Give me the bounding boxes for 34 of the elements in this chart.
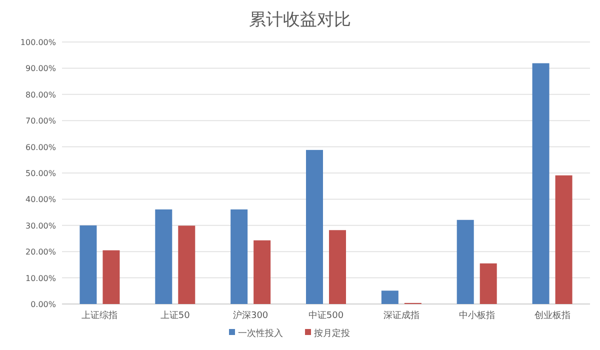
bar [555,175,572,304]
bar [155,209,172,304]
y-tick-label: 10.00% [25,274,56,283]
y-tick-label: 40.00% [25,195,56,204]
x-tick-label: 创业板指 [534,310,570,321]
bar [102,250,120,304]
x-tick-label: 中证500 [308,310,344,321]
bar [230,209,248,304]
y-tick-label: 80.00% [25,90,56,100]
legend-label: 按月定投 [314,328,350,339]
y-tick-label: 100.00% [20,38,56,47]
x-tick-label: 深证成指 [383,310,420,321]
legend-label: 一次性投入 [238,328,283,339]
y-tick-label: 0.00% [30,300,56,309]
bar [456,220,474,304]
x-tick-label: 沪深300 [232,310,268,321]
x-tick-label: 上证50 [160,310,190,321]
y-tick-label: 20.00% [25,248,56,257]
bar [306,150,323,304]
y-tick-label: 70.00% [25,116,56,126]
bar [329,230,346,304]
bar [532,63,550,304]
y-tick-label: 60.00% [25,142,56,152]
chart-title: 累计收益对比 [249,10,351,30]
y-tick-label: 30.00% [25,221,56,230]
bar [80,225,97,304]
bar [178,226,196,304]
bar [254,240,271,304]
bar [381,290,398,304]
y-tick-label: 90.00% [25,64,56,74]
y-tick-label: 50.00% [25,169,56,178]
bar [480,263,497,304]
x-tick-label: 中小板指 [458,310,495,321]
x-tick-label: 上证综指 [82,310,118,321]
